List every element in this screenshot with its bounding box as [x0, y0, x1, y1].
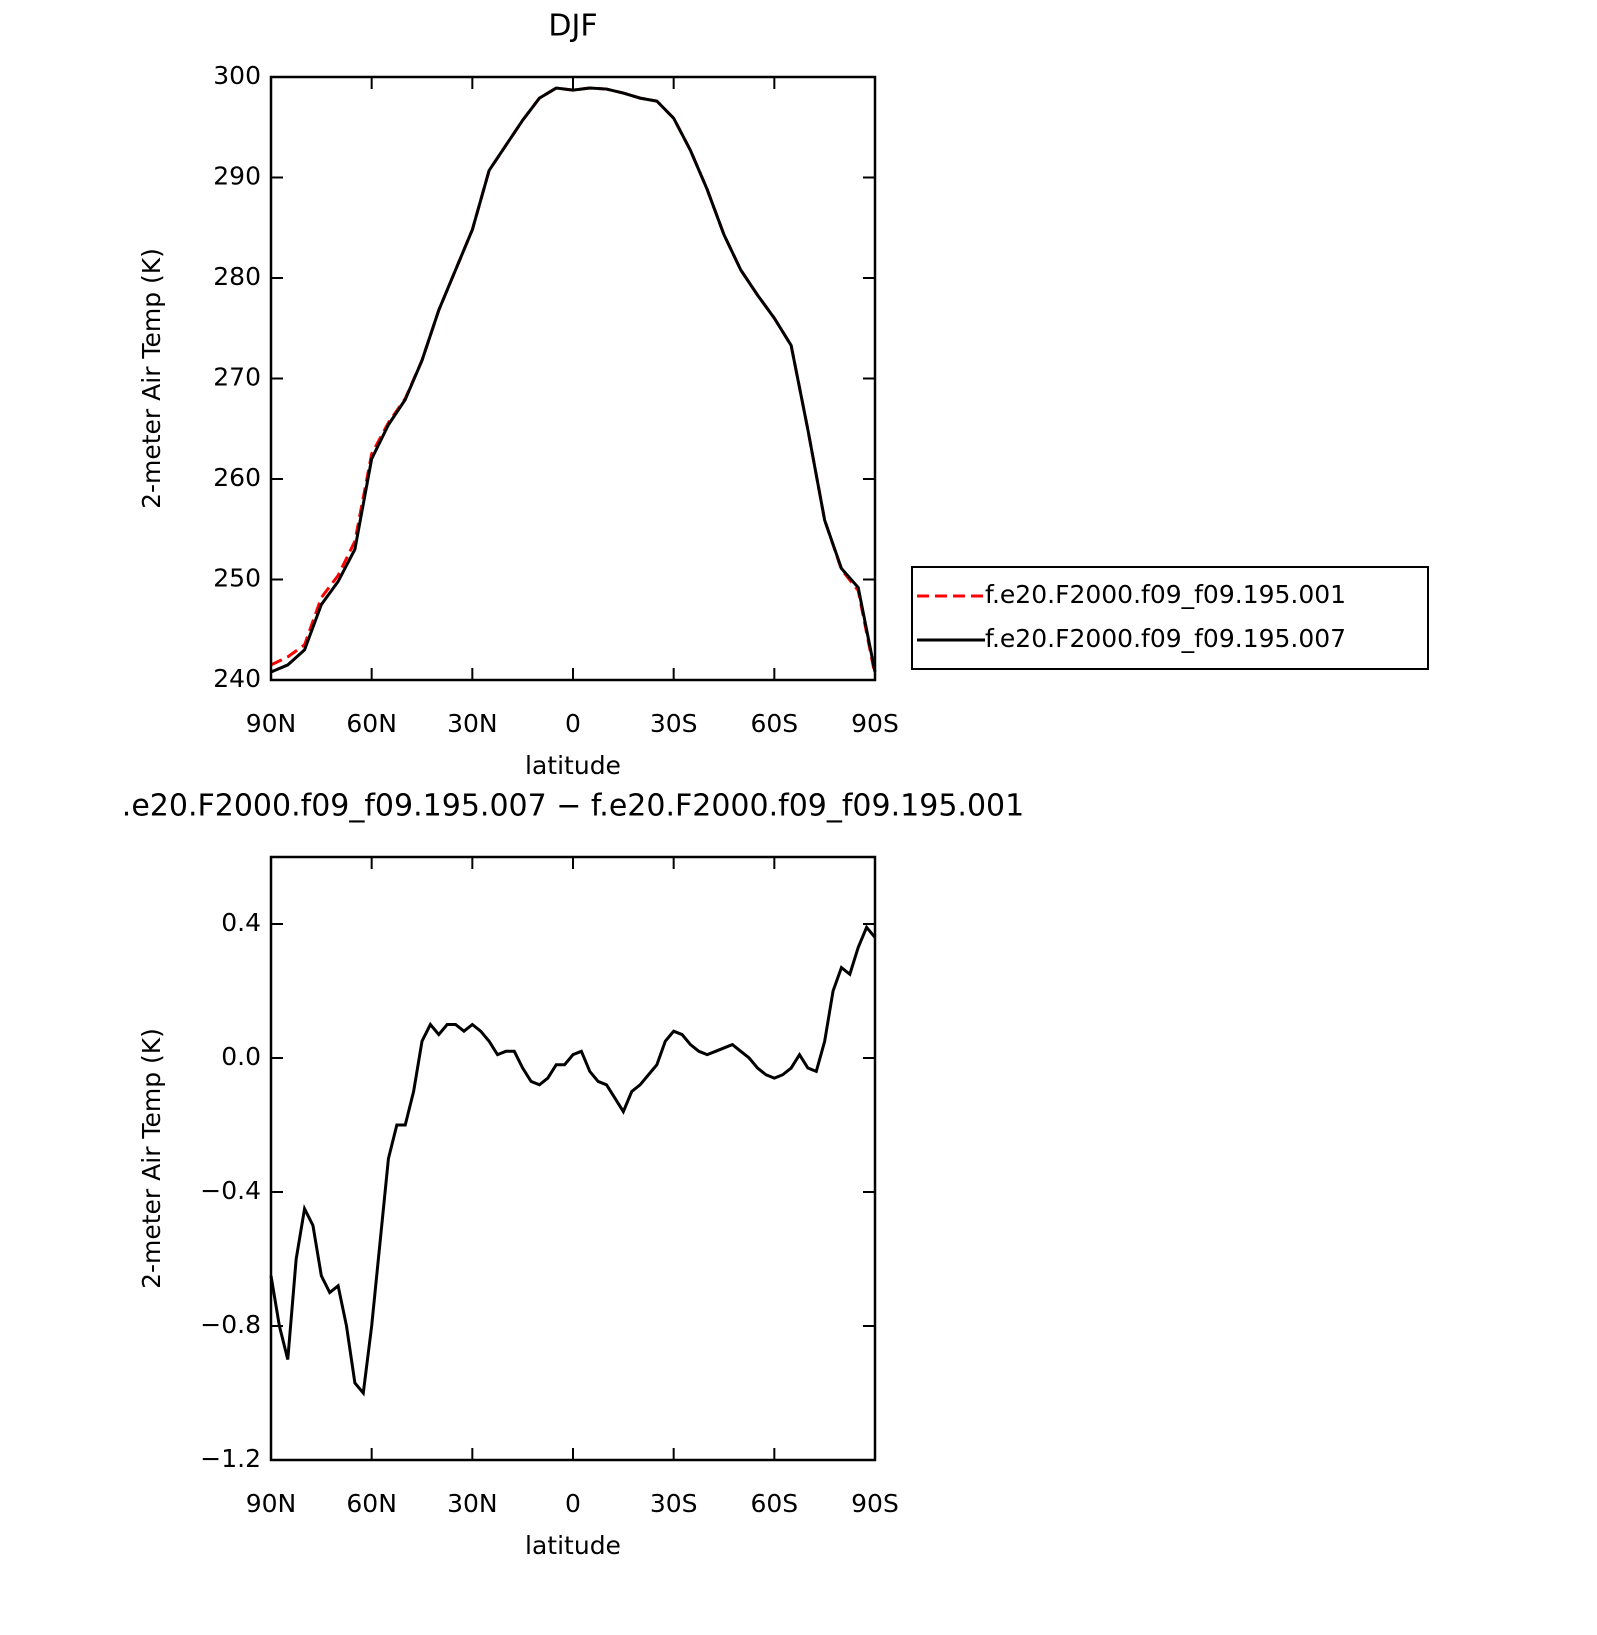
- x-tick-label: 0: [565, 709, 581, 738]
- x-tick-label: 30N: [447, 1489, 498, 1518]
- x-tick-label: 90N: [246, 709, 297, 738]
- legend-label: f.e20.F2000.f09_f09.195.007: [985, 624, 1346, 653]
- x-tick-label: 30S: [650, 709, 698, 738]
- chart-title: DJF: [548, 9, 597, 44]
- data-line: [270, 86, 877, 676]
- y-tick-label: 240: [213, 664, 261, 693]
- y-tick-label: 290: [213, 162, 261, 191]
- y-tick-label: 300: [213, 61, 261, 90]
- x-tick-label: 30S: [650, 1489, 698, 1518]
- y-tick-label: 270: [213, 363, 261, 392]
- legend-box: [911, 566, 1429, 670]
- y-tick-label: −1.2: [200, 1444, 261, 1473]
- x-axis-label: latitude: [525, 1531, 621, 1560]
- y-tick-label: 0.4: [221, 908, 261, 937]
- x-tick-label: 60S: [750, 1489, 798, 1518]
- x-tick-label: 60N: [346, 709, 397, 738]
- y-tick-label: 280: [213, 262, 261, 291]
- x-tick-label: 0: [565, 1489, 581, 1518]
- x-tick-label: 30N: [447, 709, 498, 738]
- y-tick-label: −0.8: [200, 1310, 261, 1339]
- data-line: [270, 86, 877, 674]
- legend-label: f.e20.F2000.f09_f09.195.001: [985, 580, 1346, 609]
- y-tick-label: 250: [213, 564, 261, 593]
- x-tick-label: 60N: [346, 1489, 397, 1518]
- x-tick-label: 90S: [851, 1489, 899, 1518]
- x-axis-label: latitude: [525, 751, 621, 780]
- y-axis-label: 2-meter Air Temp (K): [137, 1028, 166, 1289]
- y-axis-label: 2-meter Air Temp (K): [137, 248, 166, 509]
- x-tick-label: 90N: [246, 1489, 297, 1518]
- y-tick-label: 260: [213, 463, 261, 492]
- data-line: [269, 924, 877, 1397]
- chart-title: .e20.F2000.f09_f09.195.007 − f.e20.F2000…: [122, 789, 1024, 824]
- x-tick-label: 90S: [851, 709, 899, 738]
- y-tick-label: 0.0: [221, 1042, 261, 1071]
- plot-frame: [269, 75, 877, 682]
- x-tick-label: 60S: [750, 709, 798, 738]
- y-tick-label: −0.4: [200, 1176, 261, 1205]
- plot-frame: [269, 855, 877, 1462]
